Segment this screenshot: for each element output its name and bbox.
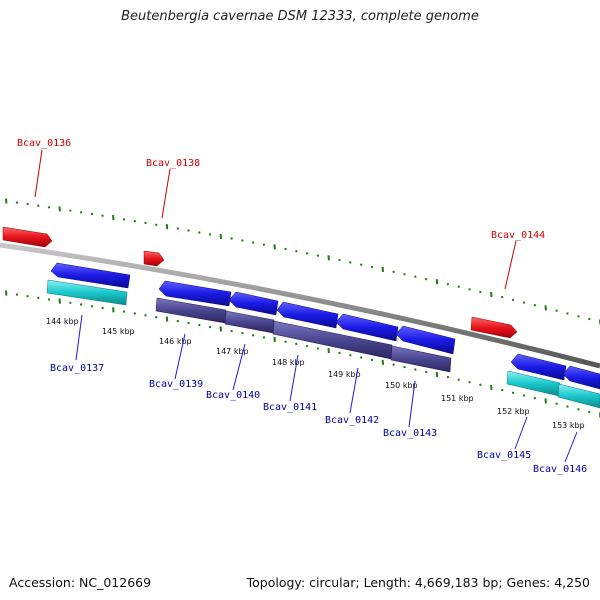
gene-label-reverse[interactable]: Bcav_0143 xyxy=(383,428,437,439)
gene-label-reverse[interactable]: Bcav_0137 xyxy=(50,363,104,374)
reverse-gene-arrow[interactable] xyxy=(562,365,600,390)
gene-label-reverse[interactable]: Bcav_0139 xyxy=(149,379,203,390)
scale-tick-label: 152 kbp xyxy=(497,407,530,416)
gene-label-reverse[interactable]: Bcav_0140 xyxy=(206,390,260,401)
scale-tick-label: 153 kbp xyxy=(552,421,585,430)
scale-tick-label: 148 kbp xyxy=(272,358,305,367)
scale-tick-label: 146 kbp xyxy=(159,337,192,346)
gene-label-forward[interactable]: Bcav_0138 xyxy=(146,158,200,169)
reverse-gene-arrow[interactable] xyxy=(395,325,456,355)
gene-label-reverse[interactable]: Bcav_0146 xyxy=(533,464,587,475)
gene-labels: Bcav_0136 Bcav_0138 Bcav_0144 Bcav_0137 … xyxy=(17,138,587,475)
gene-label-reverse[interactable]: Bcav_0142 xyxy=(325,415,379,426)
scale-tick-label: 151 kbp xyxy=(441,394,474,403)
forward-gene-arrow[interactable] xyxy=(470,316,518,339)
gene-label-forward[interactable]: Bcav_0136 xyxy=(17,138,71,149)
genome-summary-text: Topology: circular; Length: 4,669,183 bp… xyxy=(246,575,590,590)
lower-tick-track xyxy=(5,290,600,418)
cds-feature[interactable] xyxy=(390,345,452,373)
reverse-gene-arrow[interactable] xyxy=(50,262,131,289)
genome-backbone xyxy=(0,242,600,369)
reverse-callouts xyxy=(75,314,578,463)
reverse-gene-arrow[interactable] xyxy=(228,291,279,316)
cds-feature[interactable] xyxy=(224,310,275,334)
forward-gene-arrow[interactable] xyxy=(143,250,165,267)
gene-label-forward[interactable]: Bcav_0144 xyxy=(491,230,545,241)
map-title: Beutenbergia cavernae DSM 12333, complet… xyxy=(121,9,479,24)
gene-label-reverse[interactable]: Bcav_0141 xyxy=(263,402,317,413)
rna-feature[interactable] xyxy=(46,279,128,306)
forward-gene-arrow[interactable] xyxy=(2,226,53,248)
scale-tick-label: 144 kbp xyxy=(46,317,79,326)
rna-feature[interactable] xyxy=(557,383,600,409)
scale-tick-label: 145 kbp xyxy=(102,327,135,336)
gene-label-reverse[interactable]: Bcav_0145 xyxy=(477,450,531,461)
scale-tick-label: 149 kbp xyxy=(328,370,361,379)
scale-tick-label: 147 kbp xyxy=(216,347,249,356)
forward-callouts xyxy=(34,149,517,290)
genome-map: 144 kbp 145 kbp 146 kbp 147 kbp 148 kbp … xyxy=(0,138,600,475)
scale-tick-label: 150 kbp xyxy=(385,381,418,390)
upper-tick-track xyxy=(5,198,600,325)
accession-text: Accession: NC_012669 xyxy=(9,575,152,590)
scale-labels: 144 kbp 145 kbp 146 kbp 147 kbp 148 kbp … xyxy=(46,317,585,430)
